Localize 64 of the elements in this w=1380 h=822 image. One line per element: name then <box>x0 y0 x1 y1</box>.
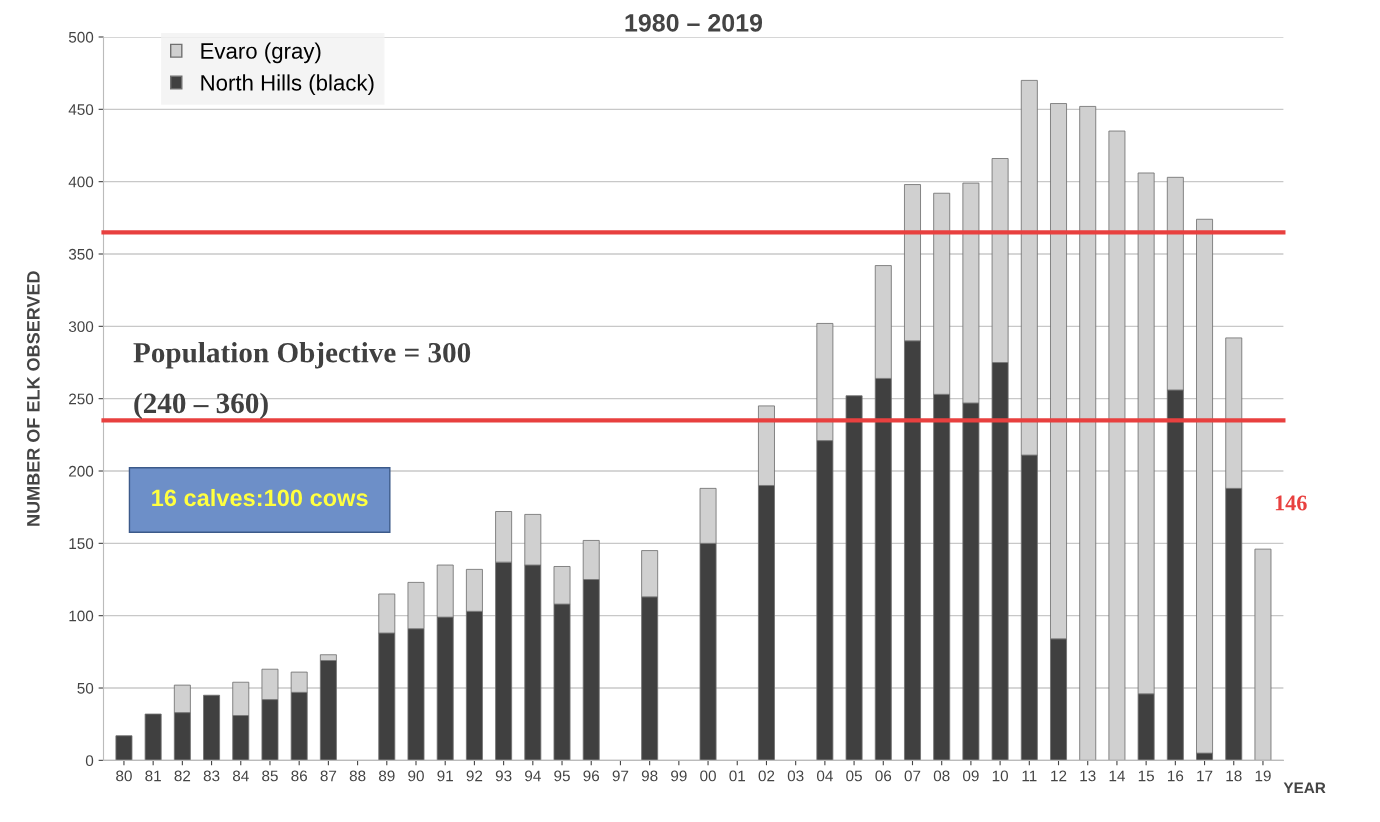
bar <box>144 713 162 761</box>
x-tick-label: 90 <box>408 770 424 782</box>
x-tick-label: 15 <box>1138 770 1154 782</box>
bar <box>203 694 221 761</box>
y-tick-label: 0 <box>85 755 94 767</box>
annotation: 146 <box>1275 495 1307 511</box>
y-tick-label: 150 <box>69 538 94 550</box>
x-tick-label: 98 <box>641 770 658 782</box>
x-tick-label: 97 <box>612 770 629 782</box>
x-tick-label: 09 <box>963 770 979 782</box>
x-tick-label: 89 <box>378 770 395 782</box>
y-tick-label: 500 <box>68 31 94 43</box>
x-tick-label: 08 <box>933 770 950 782</box>
x-tick-label: 93 <box>495 770 512 782</box>
x-tick-label: 92 <box>466 770 483 782</box>
y-tick-label: 250 <box>69 393 94 405</box>
x-axis-title: YEAR <box>1283 782 1326 794</box>
x-tick-label: 00 <box>700 770 716 782</box>
x-tick-label: 85 <box>262 770 278 782</box>
legend-label: North Hills (black) <box>201 74 374 96</box>
x-tick-label: 11 <box>1022 770 1037 782</box>
x-tick-label: 94 <box>525 770 541 782</box>
x-tick-label: 10 <box>992 770 1009 782</box>
y-tick-label: 300 <box>68 321 94 333</box>
x-tick-label: 06 <box>875 770 892 782</box>
x-tick-label: 17 <box>1197 770 1213 782</box>
x-tick-label: 07 <box>904 770 921 782</box>
x-tick-label: 04 <box>816 770 833 782</box>
y-tick-label: 400 <box>68 176 94 188</box>
x-tick-label: 01 <box>729 770 746 782</box>
x-tick-label: 18 <box>1226 770 1242 782</box>
x-tick-label: 87 <box>320 770 337 782</box>
x-tick-label: 91 <box>437 770 453 782</box>
y-tick-label: 100 <box>69 610 94 622</box>
x-tick-label: 05 <box>846 770 862 782</box>
x-tick-label: 03 <box>787 770 804 782</box>
bar <box>115 735 133 761</box>
x-tick-label: 19 <box>1255 770 1271 782</box>
y-tick-label: 200 <box>69 465 94 477</box>
x-tick-label: 83 <box>203 770 220 782</box>
x-tick-label: 86 <box>291 770 307 782</box>
bar <box>845 395 863 761</box>
x-tick-label: 80 <box>116 770 132 782</box>
y-tick-label: 350 <box>68 248 94 260</box>
y-axis-title: NUMBER OF ELK OBSERVED <box>26 271 40 526</box>
x-tick-label: 02 <box>758 770 775 782</box>
x-tick-label: 16 <box>1168 770 1184 782</box>
x-tick-label: 14 <box>1109 770 1125 782</box>
x-tick-label: 81 <box>145 770 161 782</box>
annotation: Population Objective = 300 <box>133 342 471 369</box>
x-tick-label: 84 <box>232 770 249 782</box>
annotation: 16 calves:100 cows <box>152 488 368 507</box>
y-tick-label: 450 <box>68 104 94 116</box>
x-tick-label: 13 <box>1080 770 1096 782</box>
x-tick-label: 99 <box>671 770 687 782</box>
chart-title: 1980 – 2019 <box>625 13 763 32</box>
x-tick-label: 88 <box>349 770 366 782</box>
x-tick-label: 96 <box>583 770 600 782</box>
annotation: (240 – 360) <box>134 392 268 420</box>
y-tick-label: 50 <box>77 682 94 694</box>
x-tick-label: 82 <box>174 770 191 782</box>
legend-label: Evaro (gray) <box>201 42 321 64</box>
x-tick-label: 12 <box>1051 770 1067 782</box>
x-tick-label: 95 <box>554 770 570 782</box>
